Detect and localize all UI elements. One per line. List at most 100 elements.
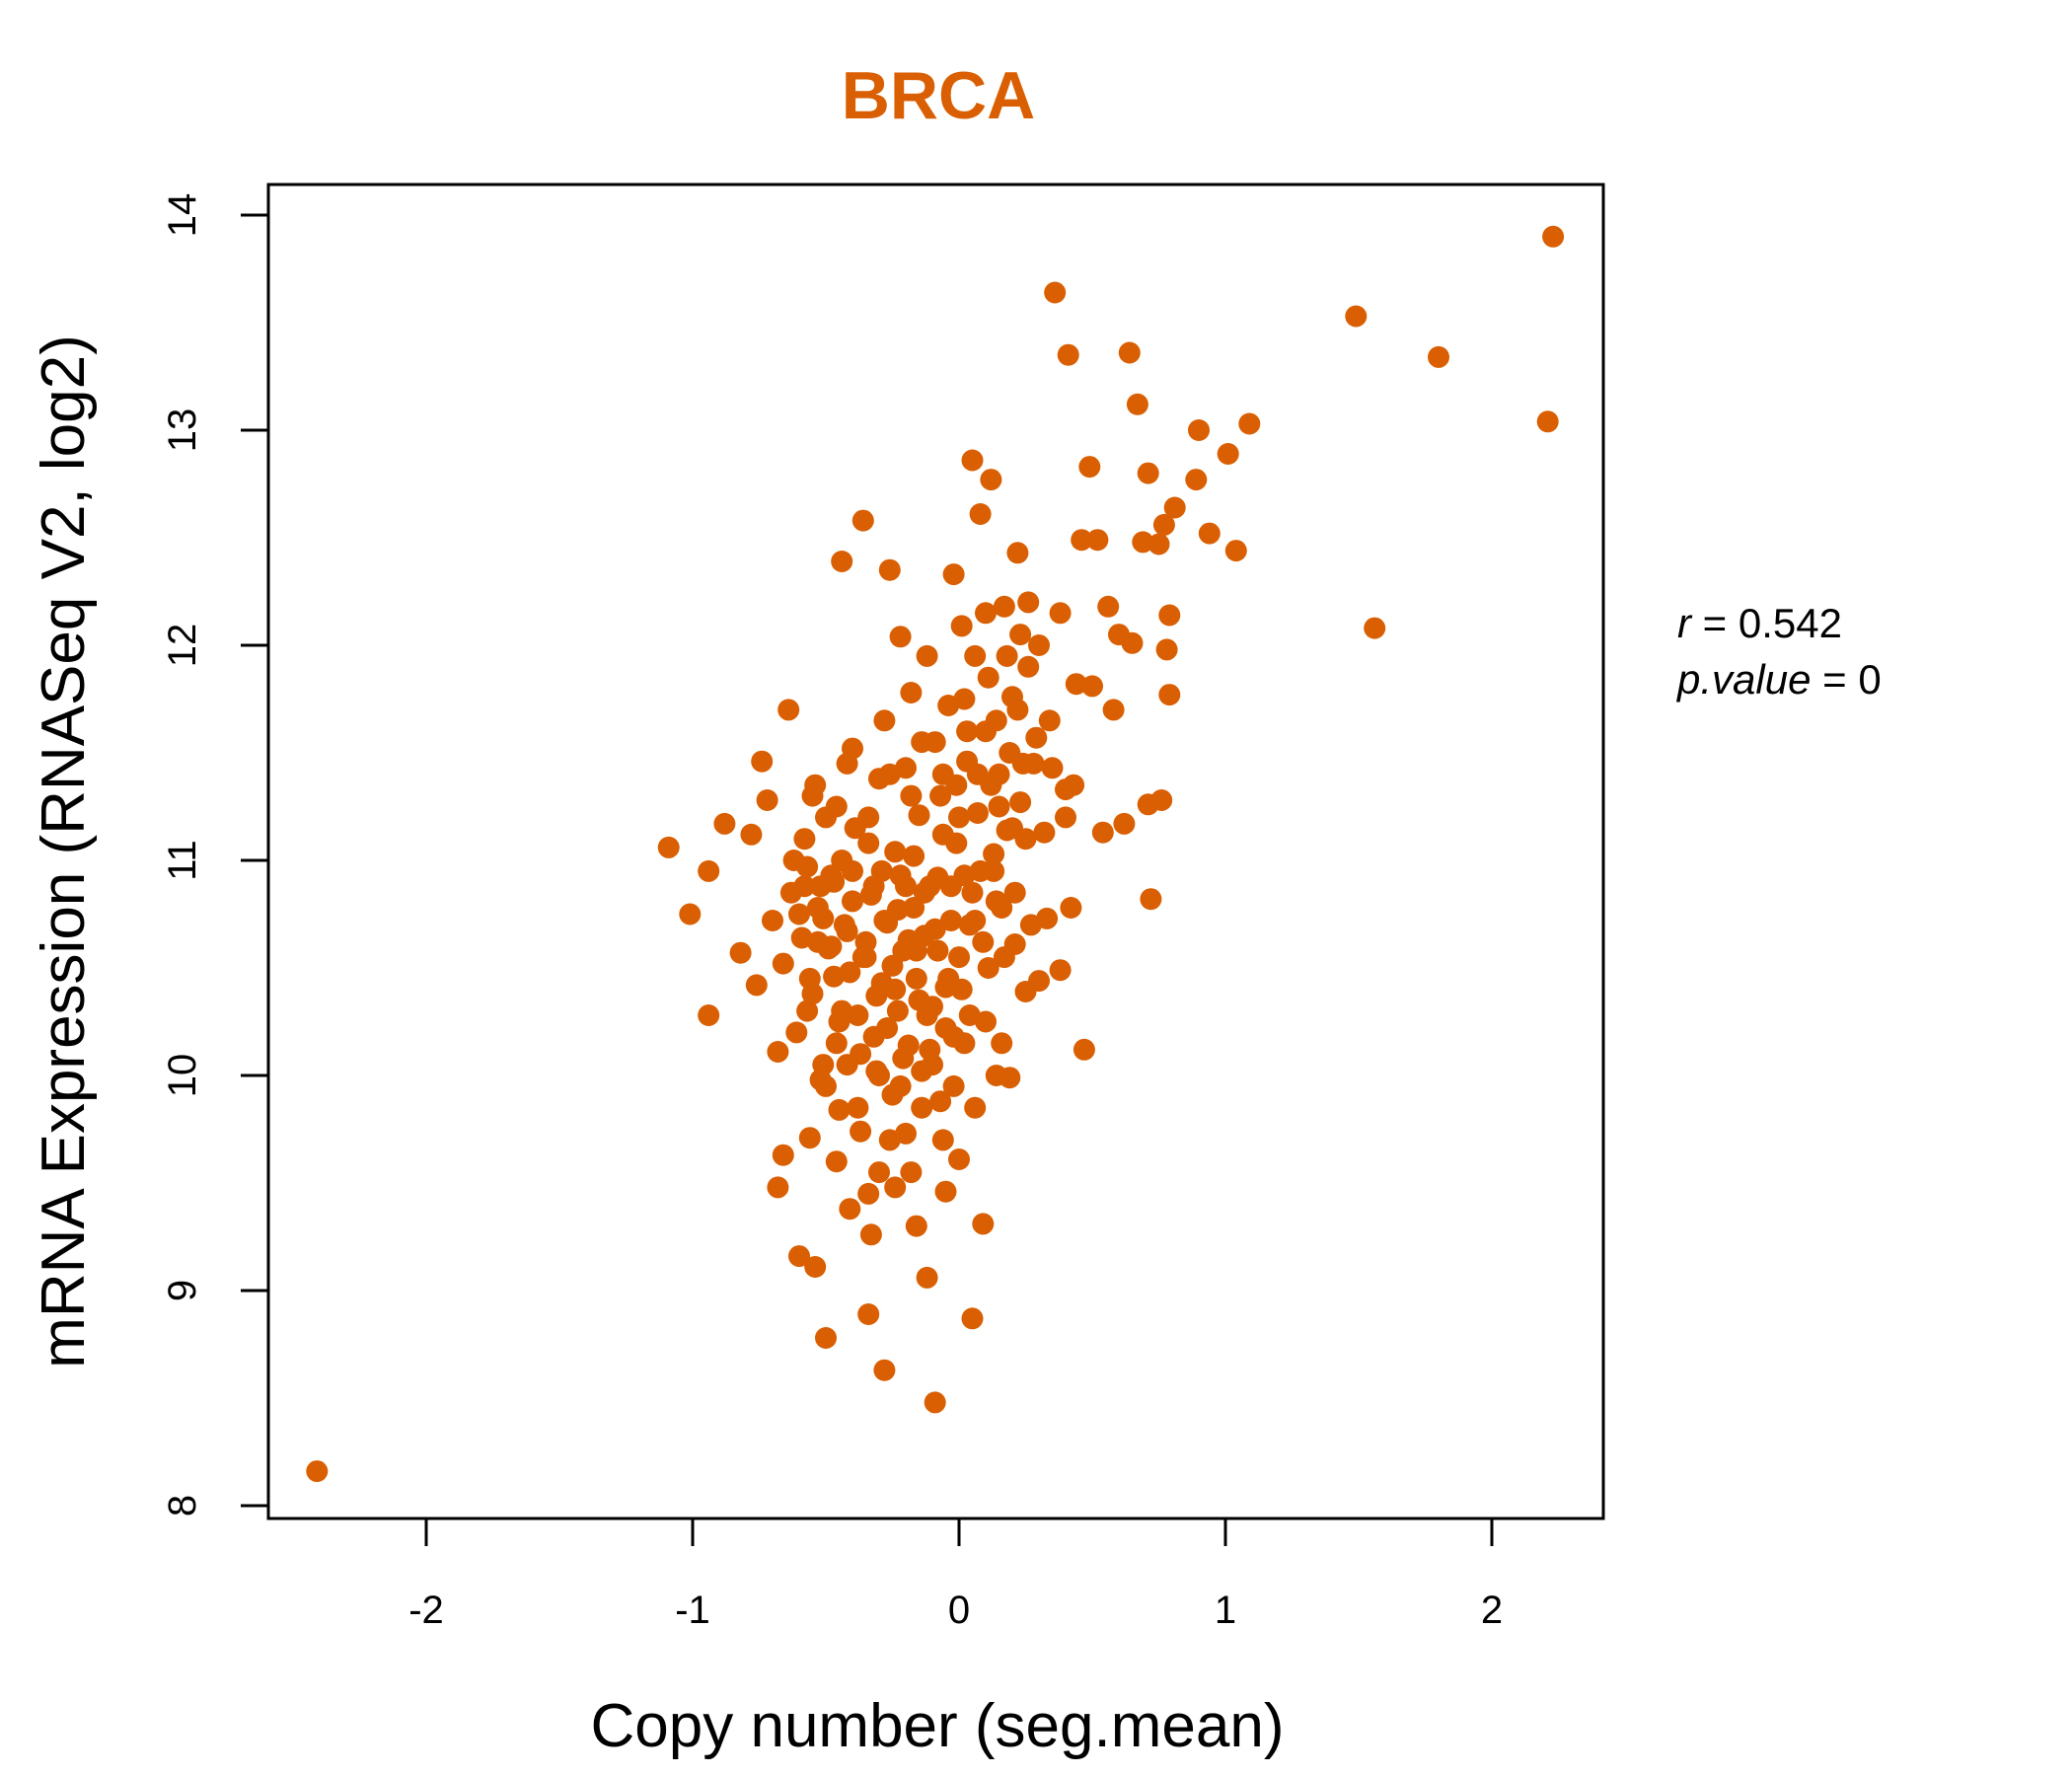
- data-point: [931, 1129, 954, 1151]
- data-point: [1033, 821, 1056, 844]
- data-point: [1055, 806, 1076, 829]
- data-point: [698, 1004, 720, 1026]
- data-point: [1364, 617, 1386, 639]
- data-point: [1044, 281, 1067, 304]
- data-point: [793, 828, 816, 851]
- data-point: [1065, 673, 1087, 696]
- data-point: [903, 845, 925, 867]
- data-point: [868, 1065, 890, 1086]
- data-point: [969, 503, 992, 525]
- data-point: [956, 720, 979, 743]
- data-point: [977, 957, 999, 979]
- data-point: [698, 859, 720, 882]
- data-point: [948, 1148, 970, 1170]
- r-equals: =: [1691, 600, 1739, 646]
- data-point: [1097, 595, 1120, 618]
- data-point: [950, 615, 973, 637]
- data-point: [975, 602, 997, 625]
- data-point: [825, 795, 848, 818]
- data-point: [772, 1144, 794, 1166]
- data-point: [953, 688, 976, 710]
- data-point: [983, 843, 1005, 865]
- data-point: [1152, 513, 1175, 536]
- data-point: [929, 1090, 952, 1113]
- data-point: [1038, 709, 1061, 732]
- data-point: [916, 1004, 938, 1026]
- data-point: [785, 1021, 808, 1044]
- chart-title: BRCA: [842, 58, 1035, 133]
- data-point: [889, 626, 912, 648]
- data-point: [798, 1127, 821, 1149]
- data-point: [1155, 638, 1178, 661]
- p-value: 0: [1858, 656, 1881, 703]
- data-point: [729, 941, 752, 964]
- data-point: [1185, 469, 1208, 491]
- x-tick-label: -2: [408, 1589, 444, 1632]
- data-point: [767, 1176, 789, 1199]
- p-stat: p.value = 0: [1675, 656, 1882, 703]
- p-label: p.value: [1675, 656, 1811, 703]
- data-point: [961, 449, 984, 472]
- data-point: [991, 1032, 1013, 1055]
- data-point: [756, 789, 778, 811]
- data-point: [991, 897, 1013, 919]
- data-point: [1536, 410, 1559, 433]
- data-point: [842, 890, 863, 913]
- data-point: [825, 1032, 848, 1055]
- data-point: [980, 469, 1002, 491]
- data-point: [993, 946, 1015, 969]
- data-point: [988, 795, 1010, 818]
- data-point: [916, 1266, 938, 1289]
- data-point: [798, 967, 821, 990]
- data-point: [812, 1054, 835, 1076]
- data-point: [1150, 789, 1173, 811]
- data-point: [1036, 907, 1059, 929]
- data-point: [857, 832, 880, 854]
- data-point: [831, 551, 853, 572]
- data-point: [862, 1025, 885, 1048]
- data-point: [931, 763, 954, 785]
- data-point: [1428, 345, 1449, 368]
- data-point: [1217, 443, 1239, 465]
- data-point: [806, 897, 829, 919]
- data-point: [961, 1307, 984, 1330]
- data-point: [889, 1074, 912, 1097]
- data-point: [1081, 675, 1103, 698]
- data-point: [828, 1098, 851, 1121]
- data-point: [809, 875, 832, 898]
- data-point: [977, 666, 999, 689]
- data-point: [815, 1074, 837, 1097]
- x-tick-label: 0: [948, 1589, 970, 1632]
- r-label: r: [1677, 600, 1693, 646]
- data-point: [842, 859, 863, 882]
- data-point: [926, 939, 949, 962]
- data-point: [934, 1017, 957, 1039]
- data-point: [980, 774, 1002, 796]
- data-point: [964, 644, 987, 667]
- r-value: 0.542: [1739, 600, 1842, 646]
- data-point: [779, 881, 802, 904]
- data-point: [836, 752, 858, 775]
- data-point: [857, 1303, 880, 1325]
- x-tick-label: 2: [1481, 1589, 1503, 1632]
- data-point: [926, 866, 949, 889]
- p-equals: =: [1811, 656, 1858, 703]
- data-point: [865, 985, 888, 1007]
- data-point: [851, 946, 874, 969]
- data-point: [1542, 225, 1565, 248]
- plot-frame: [266, 183, 1605, 1520]
- data-point: [1163, 496, 1186, 519]
- data-point: [796, 855, 819, 878]
- data-points: [306, 225, 1565, 1483]
- data-point: [857, 1182, 880, 1205]
- y-tick-label: 12: [161, 624, 204, 668]
- data-point: [762, 910, 783, 931]
- data-point: [884, 978, 907, 1000]
- data-point: [1071, 529, 1093, 552]
- data-point: [892, 1047, 915, 1070]
- data-point: [911, 731, 933, 754]
- data-point: [913, 881, 935, 904]
- data-point: [1188, 419, 1210, 441]
- data-point: [1132, 531, 1154, 554]
